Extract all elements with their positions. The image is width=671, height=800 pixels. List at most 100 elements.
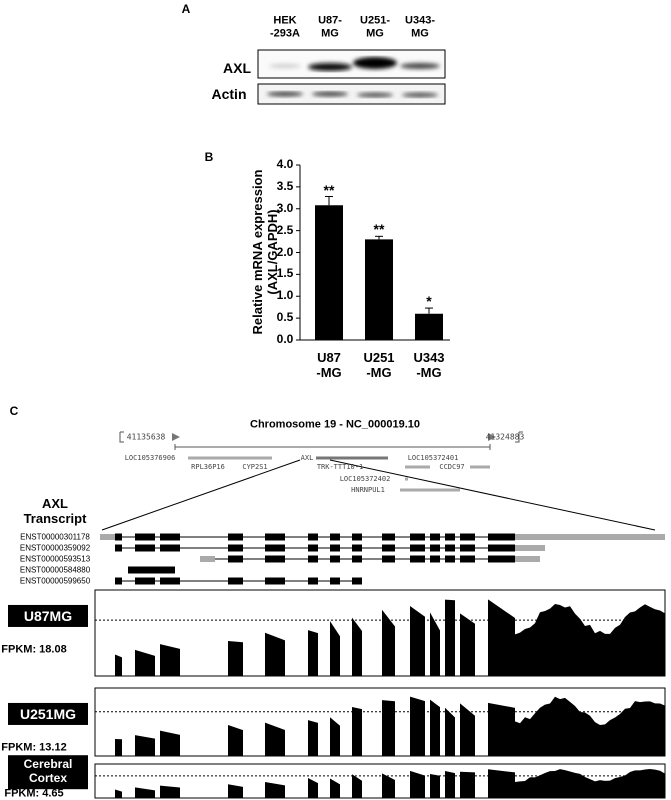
exon xyxy=(410,544,425,552)
gene-label: TRK-TTT10-1 xyxy=(316,462,364,471)
exon xyxy=(430,544,440,552)
sample-label: U251MG xyxy=(8,702,88,726)
exon xyxy=(228,577,243,585)
fpkm: FPKM: 13.12 xyxy=(1,741,67,754)
row-label: Actin xyxy=(211,85,247,102)
y-tick-label: 2.5 xyxy=(276,222,294,237)
x-tick-label: U87 -MG xyxy=(316,350,342,380)
exon xyxy=(115,533,122,541)
gene-label: RPL36P16 xyxy=(191,462,225,471)
exon xyxy=(160,533,180,541)
exon xyxy=(160,577,180,585)
fpkm: FPKM: 4.65 xyxy=(4,787,64,800)
exon xyxy=(430,533,440,541)
exon xyxy=(352,544,362,552)
exon xyxy=(330,577,340,585)
lane-label: U251- MG xyxy=(360,14,390,39)
exon xyxy=(460,533,475,541)
exon xyxy=(352,555,362,563)
exon xyxy=(352,533,362,541)
exon xyxy=(160,544,180,552)
exon xyxy=(308,544,318,552)
utr xyxy=(515,556,540,562)
coordinate: 41324883 xyxy=(485,432,525,442)
exon xyxy=(265,533,285,541)
fpkm: FPKM: 18.08 xyxy=(1,643,67,656)
exon xyxy=(115,577,122,585)
y-tick-label: 2.0 xyxy=(276,244,294,259)
transcript-id: ENST00000593513 xyxy=(19,554,91,564)
exon xyxy=(410,533,425,541)
exon xyxy=(308,533,318,541)
exon xyxy=(135,533,155,541)
lane-label: HEK -293A xyxy=(270,14,300,39)
y-tick-label: 1.0 xyxy=(276,288,294,303)
y-tick-label: 4.0 xyxy=(276,157,294,172)
exon xyxy=(228,533,243,541)
transcript-id: ENST00000599650 xyxy=(19,576,91,586)
significance: ** xyxy=(373,221,385,238)
x-tick-label: U251 -MG xyxy=(363,350,395,380)
panel-label: B xyxy=(204,150,214,165)
exon xyxy=(228,544,243,552)
significance: * xyxy=(426,293,432,310)
chromosome-title: Chromosome 19 - NC_000019.10 xyxy=(250,418,420,431)
exon xyxy=(488,533,515,541)
exon xyxy=(265,544,285,552)
actin-bands xyxy=(267,91,438,98)
transcript-id: ENST00000359092 xyxy=(19,543,91,553)
exon xyxy=(352,577,362,585)
significance: ** xyxy=(323,181,335,198)
zoom-line xyxy=(329,459,656,531)
bar xyxy=(315,205,343,340)
exon xyxy=(330,555,340,563)
exon xyxy=(382,544,395,552)
exon xyxy=(488,544,515,552)
utr xyxy=(100,534,115,540)
coverage xyxy=(95,696,665,756)
transcript-id: ENST00000584880 xyxy=(19,565,91,575)
exon xyxy=(308,555,318,563)
exon xyxy=(135,544,155,552)
exon xyxy=(445,544,455,552)
exon xyxy=(460,544,475,552)
gene-label: LOC105372402 xyxy=(339,474,391,483)
exon xyxy=(445,555,455,563)
exon xyxy=(115,544,122,552)
y-tick-label: 3.0 xyxy=(276,200,294,215)
exon xyxy=(228,555,243,563)
gene-arrows xyxy=(172,433,496,492)
exon xyxy=(460,555,475,563)
exon xyxy=(330,533,340,541)
row-label: AXL xyxy=(223,59,251,76)
lane-label: U87- MG xyxy=(318,14,342,39)
sample-label: Cerebral Cortex xyxy=(8,755,88,789)
exon xyxy=(135,577,155,585)
utr xyxy=(515,545,545,551)
gene-label: LOC105376906 xyxy=(124,453,176,462)
exon xyxy=(330,544,340,552)
gene-label: AXL xyxy=(300,453,314,462)
lane-label: U343- MG xyxy=(405,14,435,39)
gene-label: CYP2S1 xyxy=(242,462,268,471)
exon xyxy=(430,555,440,563)
sample-label: U87MG xyxy=(8,604,88,628)
exon xyxy=(488,555,515,563)
gene-label: CCDC97 xyxy=(439,462,465,471)
coverage-tracks xyxy=(94,589,666,799)
gene-track xyxy=(119,431,523,450)
gene-label: LOC105372401 xyxy=(407,453,459,462)
exon xyxy=(308,577,318,585)
utr xyxy=(200,556,215,562)
blot-actin xyxy=(257,83,446,105)
exon xyxy=(410,555,425,563)
panel-label: C xyxy=(9,404,19,419)
bar xyxy=(415,313,443,340)
gene-label: HNRNPUL1 xyxy=(351,485,385,494)
utr xyxy=(515,534,665,540)
exon xyxy=(382,555,395,563)
coverage xyxy=(95,769,665,798)
exon xyxy=(445,533,455,541)
